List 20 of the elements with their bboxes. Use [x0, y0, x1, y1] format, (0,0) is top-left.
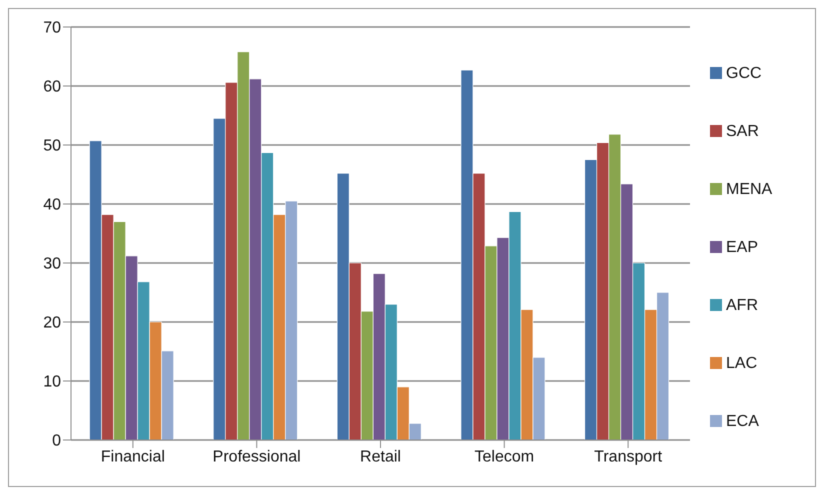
legend-label: MENA [726, 180, 772, 198]
y-tick-label: 70 [43, 20, 62, 37]
legend-label: ECA [726, 412, 759, 430]
legend-label: AFR [726, 296, 758, 314]
x-tick-label: Professional [212, 448, 301, 466]
y-tick-label: 10 [43, 374, 62, 391]
legend-label: SAR [726, 122, 759, 140]
legend-label: EAP [726, 238, 758, 256]
x-tick-label: Transport [594, 448, 663, 466]
y-tick-label: 50 [43, 138, 62, 155]
y-tick-label: 20 [43, 314, 62, 332]
x-tick-label: Financial [100, 448, 165, 466]
y-tick-label: 60 [43, 78, 62, 96]
x-tick-label: Retail [360, 448, 401, 466]
x-tick-label: Telecom [474, 448, 534, 466]
legend-label: GCC [726, 64, 762, 82]
y-tick-label: 30 [43, 256, 62, 273]
y-tick-label: 40 [43, 196, 62, 214]
y-tick-label: 0 [52, 432, 62, 450]
legend-label: LAC [726, 354, 758, 372]
